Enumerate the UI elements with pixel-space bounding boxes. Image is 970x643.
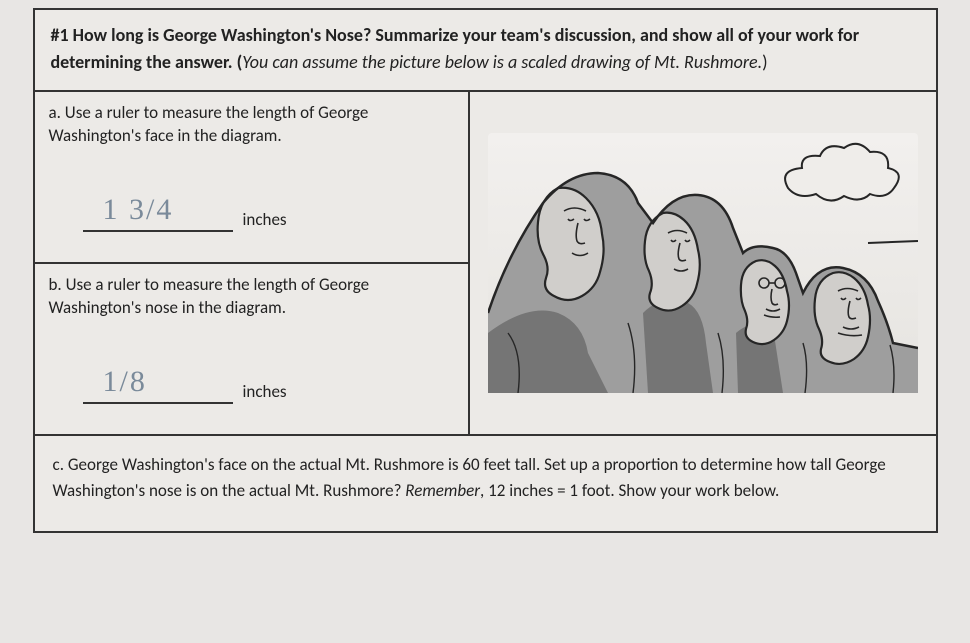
rushmore-svg	[488, 133, 918, 393]
part-a-handwritten: 1 3/4	[103, 190, 174, 231]
part-c-italic: Remember	[405, 480, 480, 501]
part-c-text-2: , 12 inches = 1 foot. Show your work bel…	[480, 480, 779, 501]
question-number: #1	[51, 24, 69, 46]
part-a-answer-line: 1 3/4 inches	[83, 206, 287, 232]
part-b-label: b.	[49, 274, 62, 295]
part-c-label: c.	[53, 454, 64, 475]
part-b-answer-line: 1/8 inches	[83, 378, 287, 404]
part-b-prompt: Use a ruler to measure the length of Geo…	[49, 274, 370, 318]
part-b-unit: inches	[243, 381, 287, 404]
worksheet-container: #1 How long is George Washington's Nose?…	[33, 8, 938, 533]
right-column	[470, 92, 936, 434]
part-a-label: a.	[49, 102, 61, 123]
part-b-cell: b. Use a ruler to measure the length of …	[35, 264, 468, 434]
left-column: a. Use a ruler to measure the length of …	[35, 92, 470, 434]
part-a-blank: 1 3/4	[83, 206, 233, 232]
part-c-cell: c. George Washington's face on the actua…	[35, 436, 936, 531]
part-a-cell: a. Use a ruler to measure the length of …	[35, 92, 468, 264]
part-b-handwritten: 1/8	[103, 362, 147, 403]
header-text-2: )	[762, 51, 767, 73]
header-italic: You can assume the picture below is a sc…	[242, 51, 762, 73]
part-a-unit: inches	[243, 209, 287, 232]
part-b-blank: 1/8	[83, 378, 233, 404]
rushmore-drawing	[488, 133, 918, 393]
part-a-prompt: Use a ruler to measure the length of Geo…	[49, 102, 369, 146]
middle-row: a. Use a ruler to measure the length of …	[35, 92, 936, 436]
question-header: #1 How long is George Washington's Nose?…	[35, 10, 936, 92]
